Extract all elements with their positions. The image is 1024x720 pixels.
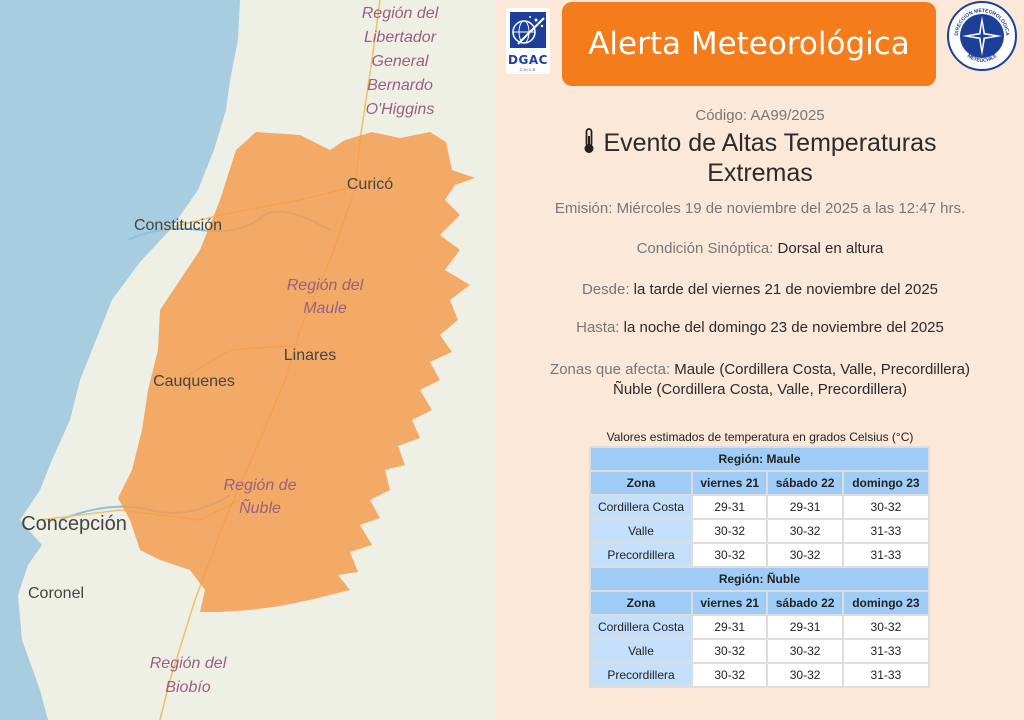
temp-cell: 30-32 (768, 544, 842, 566)
zone-cell: Precordillera (591, 664, 691, 686)
map-label-constitucion: Constitución (134, 217, 222, 234)
map-label-region-ohiggins: General (372, 53, 429, 70)
col-header-viernes: viernes 21 (693, 592, 767, 614)
thermometer-icon (584, 128, 594, 153)
alert-panel: DGAC CHILE Alerta Meteorológica DIRECCIO… (496, 0, 1024, 720)
alert-zone (118, 132, 475, 612)
event-title-line2: Extremas (707, 159, 813, 187)
temp-cell: 30-32 (843, 616, 928, 638)
temp-cell: 31-33 (843, 640, 928, 662)
temp-cell: 31-33 (843, 544, 928, 566)
temp-cell: 30-32 (693, 544, 767, 566)
condicion-label: Condición Sinóptica: (636, 240, 774, 257)
dgac-logo-text: DGAC (508, 53, 548, 67)
meteochile-logo: DIRECCION METEOROLOGICA METEOCHILE (946, 0, 1018, 72)
table-region-header: Región: Ñuble (591, 568, 928, 590)
map-label-region-nuble: Región de (224, 477, 297, 494)
temperature-table: Región: Maule Zona viernes 21 sábado 22 … (589, 446, 930, 688)
col-header-domingo: domingo 23 (843, 592, 928, 614)
temp-cell: 30-32 (693, 520, 767, 542)
region-title-nuble: Región: Ñuble (591, 568, 928, 590)
zone-cell: Cordillera Costa (591, 496, 691, 518)
emision: Emisión: Miércoles 19 de noviembre del 2… (496, 200, 1024, 217)
col-header-viernes: viernes 21 (693, 472, 767, 494)
col-header-sabado: sábado 22 (768, 592, 842, 614)
temp-cell: 31-33 (843, 664, 928, 686)
condicion-value: Dorsal en altura (777, 240, 884, 257)
map-label-curico: Curicó (347, 176, 393, 193)
table-row: Precordillera 30-32 30-32 31-33 (591, 544, 928, 566)
temp-cell: 29-31 (768, 616, 842, 638)
zonas-label: Zonas que afecta: (550, 361, 671, 378)
temp-cell: 30-32 (768, 640, 842, 662)
hasta: Hasta: la noche del domingo 23 de noviem… (496, 319, 1024, 336)
region-title-maule: Región: Maule (591, 448, 928, 470)
dgac-logo: DGAC CHILE (506, 8, 550, 74)
zone-cell: Valle (591, 520, 691, 542)
dgac-logo-subtext: CHILE (519, 67, 537, 72)
alert-code: Código: AA99/2025 (496, 107, 1024, 124)
table-row: Precordillera 30-32 30-32 31-33 (591, 664, 928, 686)
table-row: Cordillera Costa 29-31 29-31 30-32 (591, 616, 928, 638)
map-label-coronel: Coronel (28, 585, 84, 602)
table-region-header: Región: Maule (591, 448, 928, 470)
emision-label: Emisión: (554, 200, 613, 217)
emision-value: Miércoles 19 de noviembre del 2025 a las… (616, 200, 966, 217)
event-title: Evento de Altas Temperaturas Extremas (496, 128, 1024, 188)
col-header-zona: Zona (591, 592, 691, 614)
map-label-region-ohiggins: Bernardo (367, 77, 433, 94)
map-label-region-biobio: Región del (150, 655, 227, 672)
desde-value: la tarde del viernes 21 de noviembre del… (633, 281, 939, 298)
zonas-value-maule: Maule (Cordillera Costa, Valle, Precordi… (674, 361, 970, 378)
col-header-zona: Zona (591, 472, 691, 494)
temp-cell: 30-32 (693, 640, 767, 662)
map-canvas: Región del Libertador General Bernardo O… (0, 0, 496, 720)
compass-rose-icon: DIRECCION METEOROLOGICA METEOCHILE (947, 1, 1017, 71)
zonas-value-nuble: Ñuble (Cordillera Costa, Valle, Precordi… (612, 381, 907, 398)
map-label-region-ohiggins: O'Higgins (366, 101, 435, 118)
temp-cell: 29-31 (768, 496, 842, 518)
map-label-linares: Linares (284, 347, 336, 364)
map-label-region-maule: Región del (287, 277, 364, 294)
temp-cell: 30-32 (768, 520, 842, 542)
desde: Desde: la tarde del viernes 21 de noviem… (496, 281, 1024, 298)
page-title: Alerta Meteorológica (562, 2, 936, 86)
map-label-region-ohiggins: Región del (362, 5, 439, 22)
temp-cell: 29-31 (693, 616, 767, 638)
zone-cell: Precordillera (591, 544, 691, 566)
temp-cell: 30-32 (693, 664, 767, 686)
zonas-afectadas: Zonas que afecta: Maule (Cordillera Cost… (496, 360, 1024, 400)
map-label-region-nuble: Ñuble (239, 498, 281, 517)
map-label-cauquenes: Cauquenes (153, 373, 235, 390)
col-header-domingo: domingo 23 (843, 472, 928, 494)
table-caption: Valores estimados de temperatura en grad… (606, 430, 914, 444)
sea (0, 0, 240, 720)
table-row: Valle 30-32 30-32 31-33 (591, 520, 928, 542)
col-header-sabado: sábado 22 (768, 472, 842, 494)
temp-cell: 30-32 (768, 664, 842, 686)
globe-icon (510, 12, 546, 48)
map-label-concepcion: Concepción (21, 513, 127, 535)
table-header-row: Zona viernes 21 sábado 22 domingo 23 (591, 472, 928, 494)
table-header-row: Zona viernes 21 sábado 22 domingo 23 (591, 592, 928, 614)
table-row: Cordillera Costa 29-31 29-31 30-32 (591, 496, 928, 518)
meteochile-logo-bottom: METEOCHILE (966, 53, 999, 64)
map-label-region-maule: Maule (303, 300, 347, 317)
condicion-sinoptica: Condición Sinóptica: Dorsal en altura (496, 240, 1024, 257)
alert-code-value: AA99/2025 (750, 107, 825, 124)
zone-cell: Valle (591, 640, 691, 662)
hasta-value: la noche del domingo 23 de noviembre del… (623, 319, 944, 336)
temp-cell: 31-33 (843, 520, 928, 542)
event-title-line1: Evento de Altas Temperaturas (603, 129, 937, 157)
alert-code-label: Código: (695, 107, 748, 124)
desde-label: Desde: (581, 281, 630, 298)
temp-cell: 29-31 (693, 496, 767, 518)
temp-cell: 30-32 (843, 496, 928, 518)
hasta-label: Hasta: (576, 319, 620, 336)
alert-map[interactable]: Región del Libertador General Bernardo O… (0, 0, 496, 720)
zone-cell: Cordillera Costa (591, 616, 691, 638)
map-label-region-ohiggins: Libertador (364, 29, 437, 46)
table-row: Valle 30-32 30-32 31-33 (591, 640, 928, 662)
map-label-region-biobio: Biobío (165, 679, 210, 696)
